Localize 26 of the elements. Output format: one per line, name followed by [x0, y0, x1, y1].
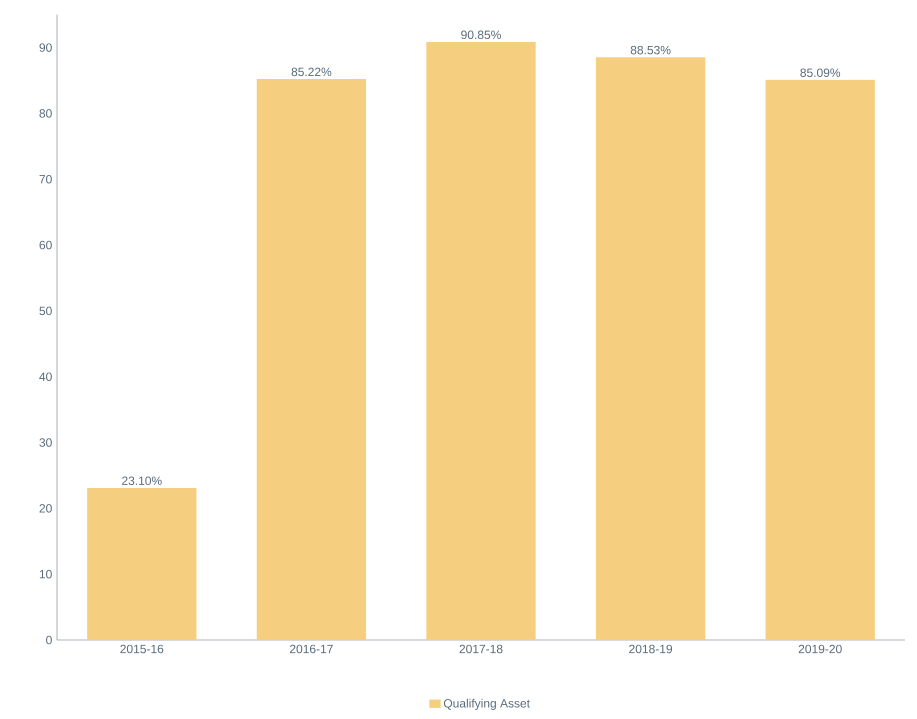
- x-tick-label: 2016-17: [290, 644, 333, 654]
- bar: [596, 57, 706, 640]
- y-tick-label: 60: [40, 240, 52, 250]
- y-tick-label: 50: [39, 306, 52, 316]
- legend-label: Qualifying Asset: [444, 698, 530, 710]
- bar: [256, 79, 366, 640]
- y-tick-label: 80: [39, 109, 52, 118]
- data-label: 23.10%: [122, 476, 162, 486]
- y-tick-label: 0: [46, 636, 52, 644]
- data-label: 85.22%: [292, 68, 332, 76]
- y-tick-label: 30: [39, 438, 52, 447]
- y-tick-label: 40: [39, 372, 52, 381]
- bar: [426, 42, 536, 640]
- data-label: 88.53%: [630, 46, 671, 54]
- x-tick-label: 2018-19: [629, 644, 672, 654]
- bar: [766, 80, 875, 640]
- x-tick-label: 2015-16: [120, 644, 164, 654]
- data-label: 90.85%: [461, 30, 501, 40]
- y-tick-label: 70: [40, 174, 52, 184]
- y-tick-label: 90: [40, 43, 52, 52]
- x-tick-label: 2017-18: [460, 644, 502, 654]
- y-tick-label: 20: [40, 504, 52, 513]
- bar: [87, 488, 196, 640]
- x-tick-label: 2019-20: [798, 644, 842, 654]
- y-tick-label: 10: [40, 570, 52, 578]
- data-label: 85.09%: [800, 68, 840, 77]
